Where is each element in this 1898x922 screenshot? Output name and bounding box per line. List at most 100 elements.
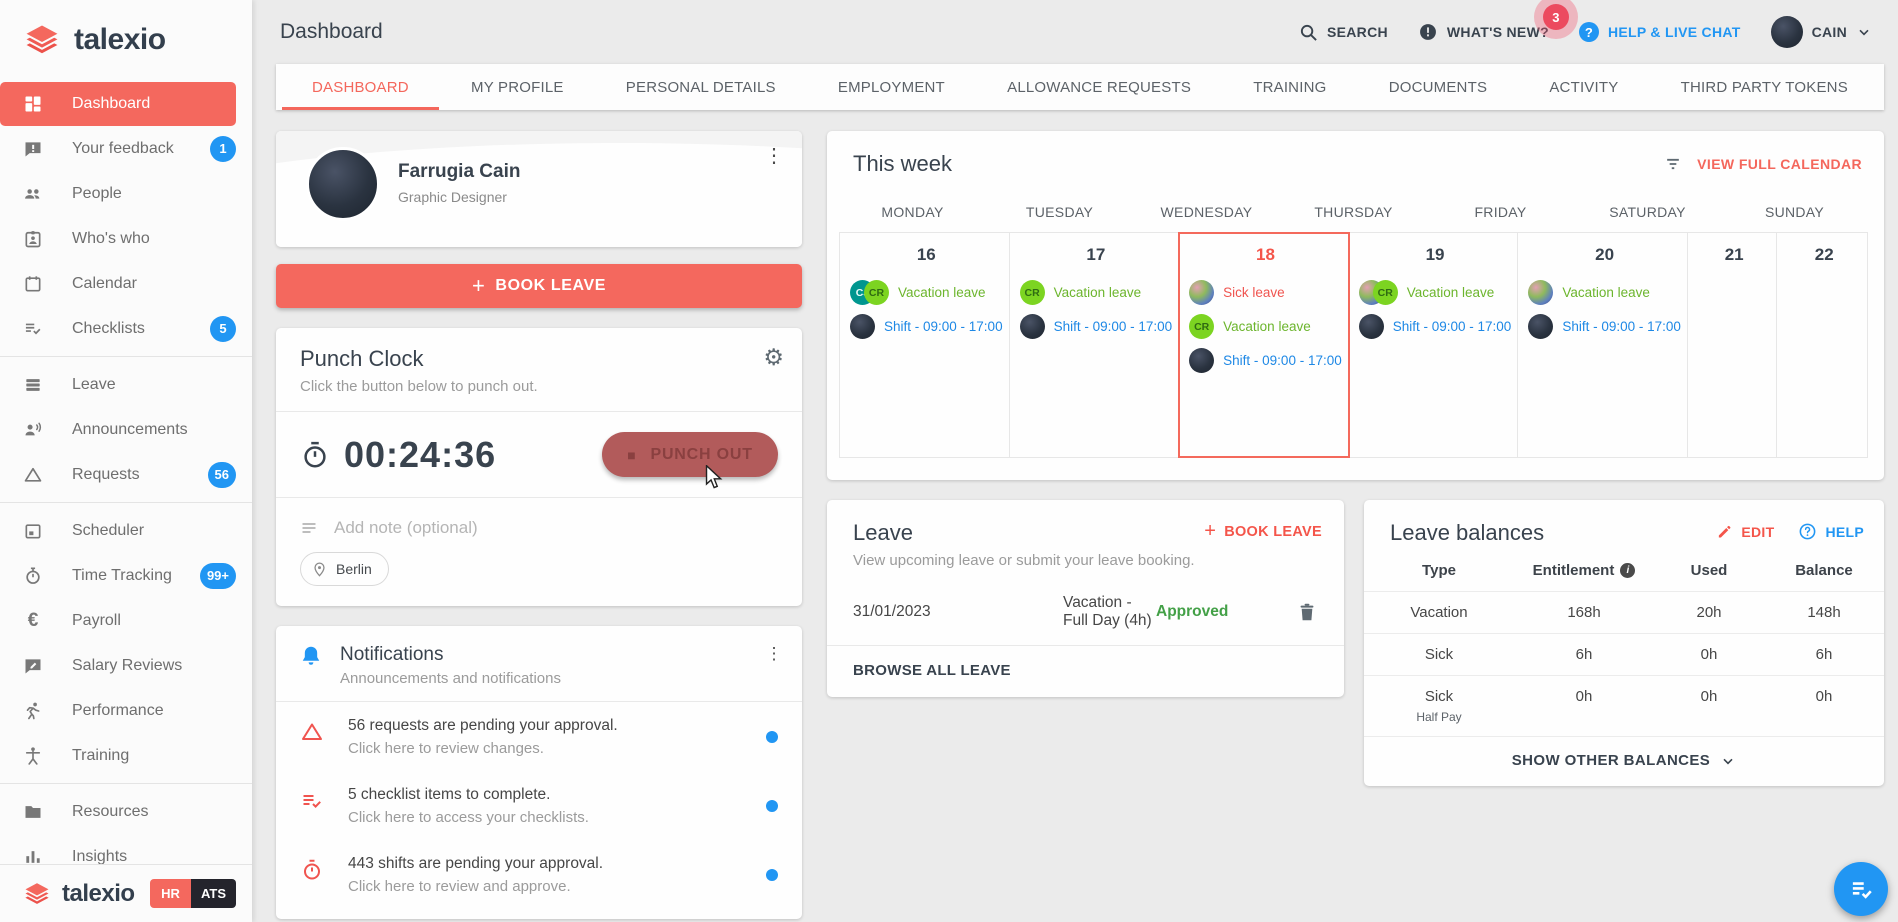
sidebar-item-requests[interactable]: Requests 56: [0, 452, 252, 497]
calendar-day-sunday[interactable]: 22: [1814, 245, 1834, 264]
tab-activity[interactable]: ACTIVITY: [1549, 78, 1619, 96]
balance-row-sick: Sick 6h 0h 6h: [1364, 633, 1884, 675]
balances-help-link[interactable]: HELP: [1798, 522, 1864, 541]
notification-item-requests[interactable]: 56 requests are pending your approval. C…: [276, 702, 802, 771]
event-shift[interactable]: Shift - 09:00 - 17:00: [1019, 314, 1172, 339]
sidebar-item-calendar[interactable]: Calendar: [0, 261, 252, 306]
tab-allowance-requests[interactable]: ALLOWANCE REQUESTS: [1007, 78, 1192, 96]
profile-menu-kebab-icon[interactable]: ⋮: [764, 144, 784, 167]
sidebar-item-whos-who[interactable]: Who's who: [0, 216, 252, 261]
notifications-menu-kebab-icon[interactable]: ⋮: [765, 644, 783, 663]
profile-tabs: DASHBOARD MY PROFILE PERSONAL DETAILS EM…: [276, 64, 1884, 110]
sidebar-item-your-feedback[interactable]: Your feedback 1: [0, 126, 252, 171]
sidebar-item-performance[interactable]: Performance: [0, 688, 252, 733]
avatar-cr: CR: [1372, 280, 1398, 305]
sidebar-item-resources[interactable]: Resources: [0, 789, 252, 834]
event-shift[interactable]: Shift - 09:00 - 17:00: [1358, 314, 1511, 339]
announcements-icon: [22, 419, 44, 441]
sidebar-item-people[interactable]: People: [0, 171, 252, 216]
profile-card: Farrugia Cain Graphic Designer ⋮: [276, 131, 802, 247]
notification-item-shifts[interactable]: 443 shifts are pending your approval. Cl…: [276, 840, 802, 909]
sidebar-item-dashboard[interactable]: Dashboard: [0, 82, 236, 126]
book-leave-button[interactable]: + BOOK LEAVE: [276, 264, 802, 308]
punch-clock-card: Punch Clock Click the button below to pu…: [276, 328, 802, 606]
sidebar-item-training[interactable]: Training: [0, 733, 252, 778]
note-input[interactable]: [334, 518, 714, 538]
event-sick-leave[interactable]: Sick leave: [1189, 280, 1342, 305]
help-live-chat-button[interactable]: ? HELP & LIVE CHAT: [1578, 22, 1741, 42]
event-vacation-leave[interactable]: CR Vacation leave: [1358, 280, 1512, 305]
tab-personal-details[interactable]: PERSONAL DETAILS: [625, 78, 776, 96]
sidebar-nav: Dashboard Your feedback 1 People Who's w…: [0, 80, 252, 864]
event-vacation-leave[interactable]: CR Vacation leave: [1019, 280, 1173, 305]
user-menu[interactable]: CAIN: [1770, 16, 1872, 48]
punch-clock-title: Punch Clock: [300, 346, 424, 371]
calendar-day-wednesday-today[interactable]: 18 Sick leave CR Vacation leave Shift - …: [1178, 232, 1350, 458]
note-lines-icon: [300, 518, 320, 538]
view-full-calendar-link[interactable]: VIEW FULL CALENDAR: [1697, 156, 1862, 172]
calendar-day-saturday[interactable]: 21: [1688, 233, 1778, 457]
sidebar-item-announcements[interactable]: Announcements: [0, 407, 252, 452]
sidebar-item-scheduler[interactable]: Scheduler: [0, 508, 252, 553]
tab-dashboard[interactable]: DASHBOARD: [282, 64, 439, 110]
time-tracking-badge: 99+: [199, 562, 236, 589]
whats-new-button[interactable]: WHAT'S NEW? 3: [1418, 4, 1569, 42]
leave-balances-title: Leave balances: [1390, 520, 1545, 545]
user-name: CAIN: [1811, 24, 1847, 40]
whats-new-icon: [1418, 22, 1438, 42]
sidebar-item-salary-reviews[interactable]: Salary Reviews: [0, 643, 252, 688]
avatar-photo: [1019, 314, 1045, 339]
tab-training[interactable]: TRAINING: [1253, 78, 1327, 96]
calendar-icon: [22, 273, 44, 295]
checklist-icon: [300, 789, 326, 815]
hr-toggle[interactable]: HR: [150, 879, 191, 908]
sidebar-item-leave[interactable]: Leave: [0, 362, 252, 407]
trash-icon[interactable]: [1296, 601, 1318, 623]
punch-out-button[interactable]: ■ PUNCH OUT: [602, 432, 778, 489]
event-shift[interactable]: Shift - 09:00 - 17:00: [1189, 348, 1342, 373]
leave-balances-card: Leave balances EDIT HELP: [1364, 500, 1884, 786]
chat-checklist-fab[interactable]: [1834, 862, 1888, 916]
leave-icon: [22, 374, 44, 396]
event-vacation-leave[interactable]: Vacation leave: [1528, 280, 1681, 305]
sidebar-item-checklists[interactable]: Checklists 5: [0, 306, 252, 351]
event-vacation-leave[interactable]: CJ CR Vacation leave: [850, 280, 1003, 305]
calendar-day-tuesday[interactable]: 17 CR Vacation leave Shift - 09:00 - 17:…: [1010, 233, 1180, 457]
show-other-balances-button[interactable]: SHOW OTHER BALANCES: [1364, 736, 1884, 786]
pencil-icon: [1716, 523, 1733, 540]
sidebar-item-payroll[interactable]: € Payroll: [0, 598, 252, 643]
tab-documents[interactable]: DOCUMENTS: [1388, 78, 1488, 96]
sidebar-item-time-tracking[interactable]: Time Tracking 99+: [0, 553, 252, 598]
this-week-card: This week VIEW FULL CALENDAR MONDAY TUES…: [827, 131, 1884, 480]
notification-item-checklists[interactable]: 5 checklist items to complete. Click her…: [276, 771, 802, 840]
app-logo[interactable]: talexio: [0, 0, 252, 80]
bell-icon: [298, 644, 324, 687]
tab-third-party-tokens[interactable]: THIRD PARTY TOKENS: [1680, 78, 1848, 96]
requests-badge: 56: [207, 461, 236, 488]
book-leave-link[interactable]: + BOOK LEAVE: [1204, 520, 1322, 542]
info-icon[interactable]: i: [1620, 563, 1636, 578]
search-button[interactable]: SEARCH: [1299, 23, 1388, 42]
browse-all-leave-link[interactable]: BROWSE ALL LEAVE: [853, 662, 1011, 679]
event-shift[interactable]: Shift - 09:00 - 17:00: [850, 314, 1003, 339]
calendar-day-thursday[interactable]: 19 CR Vacation leave Shift - 09:00 - 17:…: [1349, 233, 1519, 457]
tab-my-profile[interactable]: MY PROFILE: [471, 78, 564, 96]
edit-balances-link[interactable]: EDIT: [1716, 523, 1774, 540]
weekday-names-row: MONDAY TUESDAY WEDNESDAY THURSDAY FRIDAY…: [881, 204, 1825, 220]
search-icon: [1299, 23, 1318, 42]
filter-icon[interactable]: [1663, 154, 1683, 174]
ats-toggle[interactable]: ATS: [190, 879, 236, 908]
location-chip[interactable]: Berlin: [300, 552, 389, 586]
badge-person-icon: [22, 228, 44, 250]
event-shift[interactable]: Shift - 09:00 - 17:00: [1528, 314, 1681, 339]
tab-employment[interactable]: EMPLOYMENT: [837, 78, 945, 96]
sidebar-item-insights[interactable]: Insights: [0, 834, 252, 864]
profile-role: Graphic Designer: [398, 189, 507, 205]
event-vacation-leave[interactable]: CR Vacation leave: [1189, 314, 1342, 339]
avatar-photo: [1528, 280, 1554, 305]
calendar-day-friday[interactable]: 20 Vacation leave Shift - 09:00 - 17:00: [1518, 233, 1688, 457]
calendar-day-monday[interactable]: 16 CJ CR Vacation leave Shift - 09:00 - …: [840, 233, 1010, 457]
col-type: Type: [1422, 562, 1456, 579]
gear-icon[interactable]: ⚙: [763, 344, 784, 370]
avatar-photo: [850, 314, 875, 339]
